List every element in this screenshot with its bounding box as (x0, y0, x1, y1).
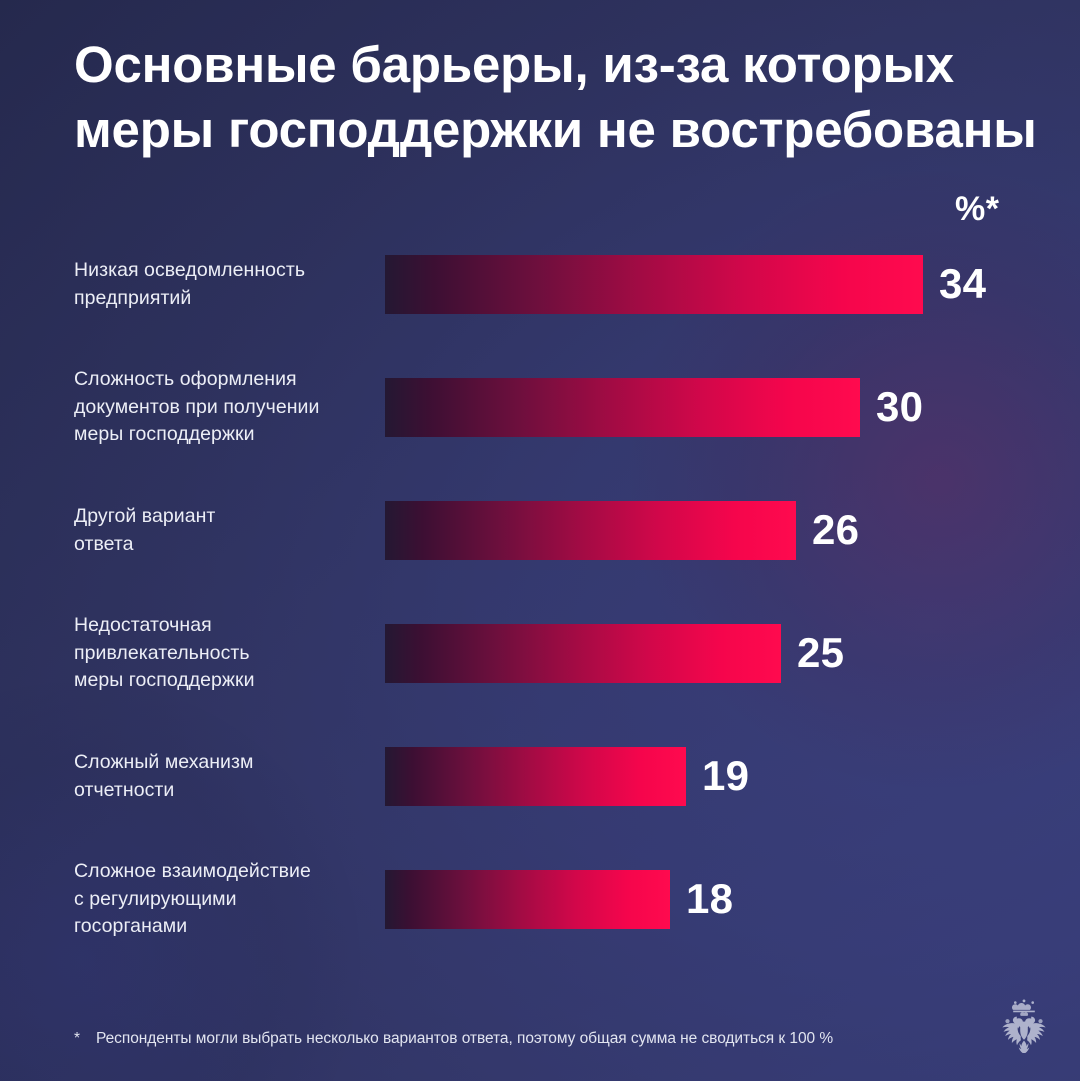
bar-category-label-line-2: документов при получении (74, 395, 320, 418)
bar-category-label-line-2: привлекательность (74, 641, 250, 664)
bar (385, 501, 796, 560)
bar-track (385, 378, 860, 437)
bar-value-label: 26 (812, 506, 860, 553)
bar-category-label: Недостаточная привлекательность меры госпо… (74, 612, 370, 695)
bar-chart: Низкая осведомленность предприятий 34 Сложн… (0, 255, 1080, 995)
bar (385, 870, 670, 929)
footnote-text: Респонденты могли выбрать несколько вари… (96, 1029, 834, 1047)
russian-coat-of-arms-icon (996, 997, 1052, 1059)
bar (385, 624, 781, 683)
bar-value-label: 34 (939, 260, 987, 307)
bar-category-label-line-2: отчетности (74, 778, 175, 801)
bar-value-label: 19 (702, 752, 750, 799)
page-title-line-2: меры господдержки не востребованы (74, 101, 1037, 159)
chart-row: Низкая осведомленность предприятий 34 (0, 255, 1080, 314)
bar-category-label-line-1: Другой вариант (74, 505, 216, 527)
bar-category-label: Сложное взаимодействие с регулирующими гос… (74, 858, 370, 941)
bar-category-label-line-1: Сложный механизм (74, 751, 254, 773)
bar-value-label: 30 (876, 383, 924, 430)
chart-row: Сложное взаимодействие с регулирующими гос… (0, 860, 1080, 937)
bar (385, 747, 686, 806)
chart-row: Недостаточная привлекательность меры госпо… (0, 614, 1080, 691)
bar-category-label-line-1: Недостаточная (74, 614, 212, 636)
bar-track (385, 501, 796, 560)
bar-category-label: Другой вариант ответа (74, 503, 370, 558)
bar-category-label: Низкая осведомленность предприятий (74, 257, 370, 312)
bar-category-label: Сложность оформления документов при получ… (74, 366, 370, 449)
chart-row: Сложный механизм отчетности 19 (0, 747, 1080, 806)
percent-unit-header: %* (955, 190, 1000, 228)
chart-row: Другой вариант ответа 26 (0, 501, 1080, 560)
bar-category-label-line-1: Сложное взаимодействие (74, 860, 311, 882)
bar-track (385, 255, 923, 314)
bar-category-label-line-1: Низкая осведомленность (74, 259, 306, 281)
bar (385, 255, 923, 314)
chart-row: Сложность оформления документов при получ… (0, 368, 1080, 445)
bar-category-label-line-2: с регулирующими (74, 887, 237, 910)
bar-category-label-line-2: предприятий (74, 286, 192, 309)
page-title-line-1: Основные барьеры, из-за которых (74, 36, 954, 93)
bar-category-label-line-2: ответа (74, 532, 134, 555)
bar-value-label: 25 (797, 629, 845, 676)
footnote: * Респонденты могли выбрать несколько вар… (74, 1029, 954, 1049)
page-title: Основные барьеры, из-за которых меры госп… (74, 32, 1074, 163)
bar-category-label-line-3: меры господдержки (74, 423, 255, 446)
footnote-asterisk: * (74, 1029, 80, 1047)
bar-track (385, 624, 781, 683)
bar-track (385, 747, 686, 806)
bar-track (385, 870, 670, 929)
bar-value-label: 18 (686, 875, 734, 922)
bar-category-label: Сложный механизм отчетности (74, 749, 370, 804)
bar (385, 378, 860, 437)
bar-category-label-line-3: госорганами (74, 915, 188, 938)
bar-category-label-line-3: меры господдержки (74, 669, 255, 692)
bar-category-label-line-1: Сложность оформления (74, 368, 297, 390)
